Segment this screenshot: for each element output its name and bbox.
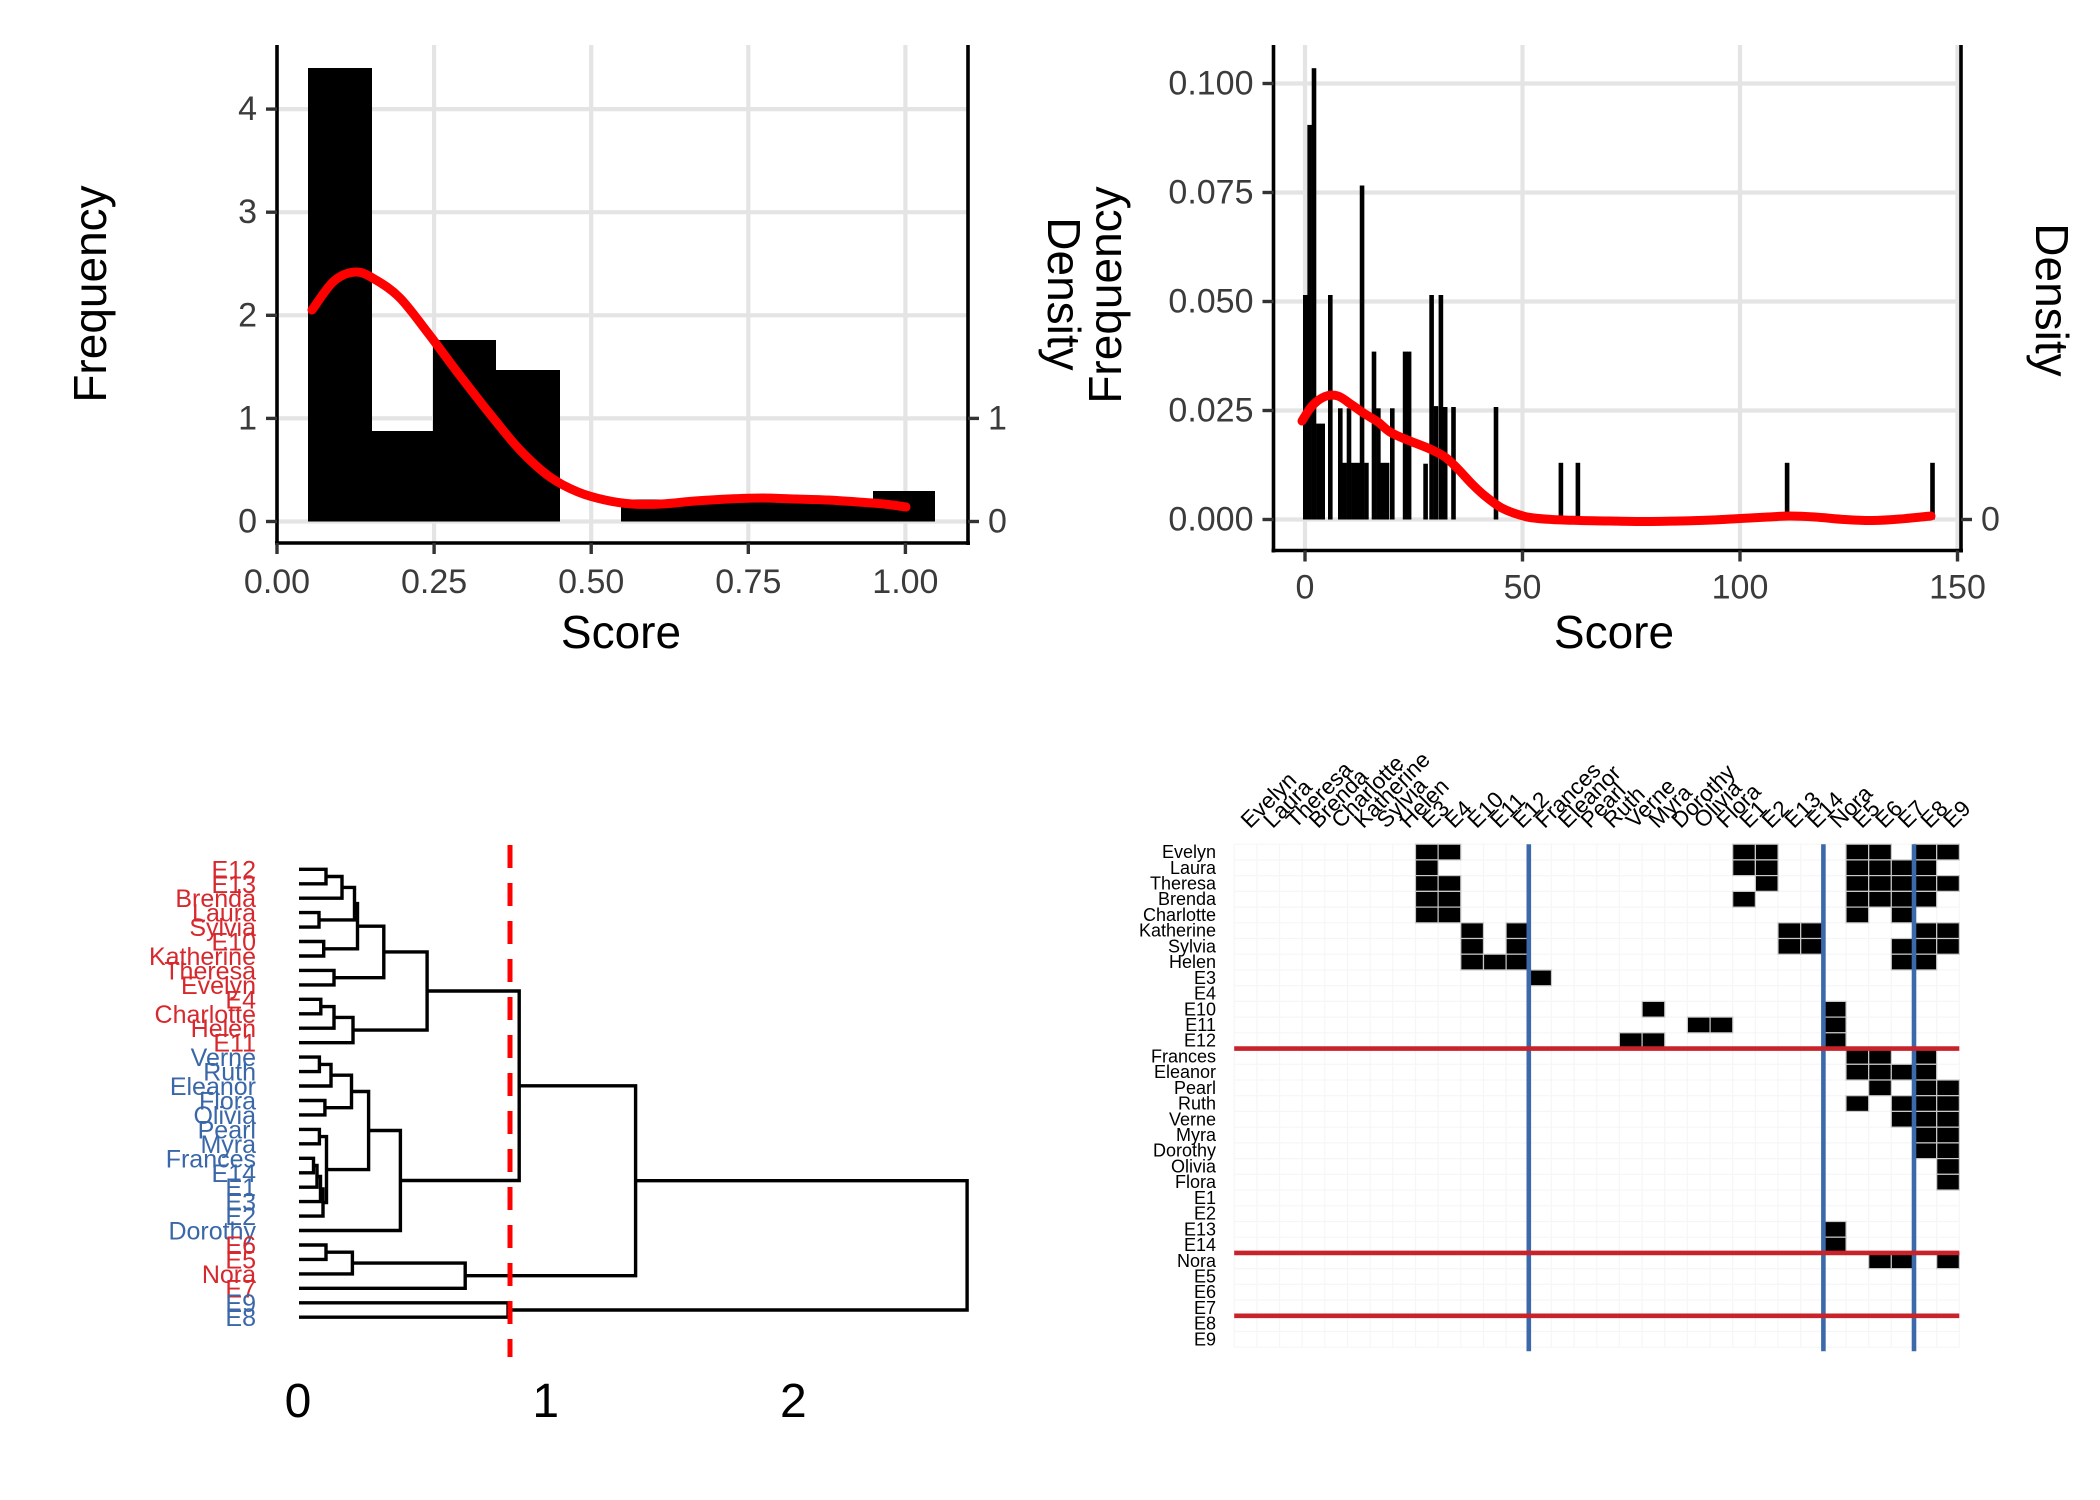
svg-text:Eleanor: Eleanor bbox=[1154, 1062, 1216, 1082]
svg-text:Density: Density bbox=[2026, 223, 2078, 376]
svg-text:Frances: Frances bbox=[166, 1145, 256, 1173]
svg-text:Verne: Verne bbox=[191, 1044, 256, 1072]
svg-text:Olivia: Olivia bbox=[1171, 1157, 1217, 1177]
svg-text:0.000: 0.000 bbox=[1168, 501, 1253, 539]
svg-text:Theresa: Theresa bbox=[164, 957, 256, 985]
svg-text:Olivia: Olivia bbox=[193, 1102, 256, 1130]
svg-text:Ruth: Ruth bbox=[203, 1059, 256, 1087]
svg-text:E10: E10 bbox=[1184, 999, 1216, 1019]
svg-text:100: 100 bbox=[1712, 569, 1769, 607]
svg-text:Katherine: Katherine bbox=[149, 943, 256, 971]
svg-text:E11: E11 bbox=[1185, 1015, 1216, 1035]
svg-text:Frances: Frances bbox=[1151, 1046, 1216, 1066]
svg-text:Verne: Verne bbox=[1169, 1109, 1216, 1129]
svg-text:Nora: Nora bbox=[1177, 1251, 1217, 1271]
svg-text:0: 0 bbox=[988, 503, 1007, 541]
svg-text:Dorothy: Dorothy bbox=[168, 1218, 256, 1246]
svg-text:1: 1 bbox=[988, 399, 1007, 437]
svg-text:0.00: 0.00 bbox=[244, 563, 310, 601]
svg-text:E1: E1 bbox=[225, 1174, 256, 1202]
svg-text:Evelyn: Evelyn bbox=[181, 972, 256, 1000]
svg-text:E6: E6 bbox=[225, 1232, 256, 1260]
svg-text:E6: E6 bbox=[1194, 1282, 1216, 1302]
svg-text:E8: E8 bbox=[225, 1304, 256, 1332]
svg-text:E2: E2 bbox=[225, 1203, 256, 1231]
svg-text:E7: E7 bbox=[1194, 1298, 1216, 1318]
svg-text:E8: E8 bbox=[1194, 1314, 1216, 1334]
svg-text:Charlotte: Charlotte bbox=[155, 1001, 256, 1029]
svg-text:E7: E7 bbox=[225, 1275, 256, 1303]
svg-text:E4: E4 bbox=[1194, 984, 1216, 1004]
svg-text:Theresa: Theresa bbox=[1150, 874, 1217, 894]
svg-text:0.75: 0.75 bbox=[715, 563, 781, 601]
svg-text:Ruth: Ruth bbox=[1178, 1094, 1216, 1114]
svg-text:E9: E9 bbox=[225, 1290, 256, 1318]
svg-text:E5: E5 bbox=[1194, 1267, 1216, 1287]
svg-text:Pearl: Pearl bbox=[1174, 1078, 1216, 1098]
svg-text:Score: Score bbox=[1554, 606, 1674, 658]
svg-text:E12: E12 bbox=[1184, 1031, 1216, 1051]
svg-text:0: 0 bbox=[1296, 569, 1315, 607]
svg-text:Dorothy: Dorothy bbox=[1153, 1141, 1216, 1161]
svg-text:Frequency: Frequency bbox=[1079, 186, 1131, 403]
svg-text:0.050: 0.050 bbox=[1168, 283, 1253, 321]
svg-text:E4: E4 bbox=[225, 986, 256, 1014]
svg-text:Pearl: Pearl bbox=[198, 1116, 256, 1144]
svg-text:Myra: Myra bbox=[200, 1131, 256, 1159]
svg-text:0.025: 0.025 bbox=[1168, 392, 1253, 430]
svg-text:4: 4 bbox=[238, 90, 257, 128]
svg-text:Brenda: Brenda bbox=[1158, 889, 1217, 909]
svg-text:Myra: Myra bbox=[1176, 1125, 1217, 1145]
svg-text:E5: E5 bbox=[225, 1246, 256, 1274]
svg-text:50: 50 bbox=[1504, 569, 1542, 607]
svg-text:150: 150 bbox=[1929, 569, 1986, 607]
svg-text:Sylvia: Sylvia bbox=[1168, 936, 1217, 956]
svg-text:E3: E3 bbox=[1194, 968, 1216, 988]
svg-text:E9: E9 bbox=[1194, 1329, 1216, 1349]
svg-text:Helen: Helen bbox=[191, 1015, 256, 1043]
svg-text:Sylvia: Sylvia bbox=[189, 914, 256, 942]
svg-text:Density: Density bbox=[1038, 217, 1090, 370]
svg-text:0: 0 bbox=[285, 1375, 312, 1428]
svg-text:Brenda: Brenda bbox=[175, 885, 256, 913]
svg-text:E14: E14 bbox=[1184, 1235, 1216, 1255]
svg-text:Flora: Flora bbox=[199, 1088, 256, 1116]
svg-text:E11: E11 bbox=[213, 1030, 256, 1058]
svg-text:Katherine: Katherine bbox=[1139, 921, 1216, 941]
svg-text:Nora: Nora bbox=[202, 1261, 256, 1289]
svg-text:0.25: 0.25 bbox=[401, 563, 467, 601]
svg-text:2: 2 bbox=[238, 296, 257, 334]
svg-text:0: 0 bbox=[238, 503, 257, 541]
svg-text:3: 3 bbox=[238, 193, 257, 231]
svg-text:E10: E10 bbox=[212, 929, 256, 957]
svg-text:E14: E14 bbox=[212, 1160, 257, 1188]
svg-text:2: 2 bbox=[780, 1375, 807, 1428]
svg-text:Evelyn: Evelyn bbox=[1162, 842, 1216, 862]
svg-text:Frequency: Frequency bbox=[64, 185, 116, 402]
svg-text:1: 1 bbox=[532, 1375, 559, 1428]
svg-text:E13: E13 bbox=[1184, 1219, 1216, 1239]
svg-text:Laura: Laura bbox=[192, 900, 256, 928]
svg-text:E12: E12 bbox=[212, 856, 256, 884]
svg-text:0.100: 0.100 bbox=[1168, 65, 1253, 103]
svg-text:0.075: 0.075 bbox=[1168, 174, 1253, 212]
svg-text:E2: E2 bbox=[1194, 1204, 1216, 1224]
svg-text:Score: Score bbox=[561, 606, 681, 658]
svg-text:Laura: Laura bbox=[1170, 858, 1217, 878]
svg-text:E1: E1 bbox=[1194, 1188, 1216, 1208]
svg-text:E3: E3 bbox=[225, 1189, 256, 1217]
svg-text:Helen: Helen bbox=[1169, 952, 1216, 972]
svg-text:Flora: Flora bbox=[1175, 1172, 1217, 1192]
svg-text:Charlotte: Charlotte bbox=[1143, 905, 1216, 925]
svg-text:1.00: 1.00 bbox=[872, 563, 938, 601]
svg-text:0.50: 0.50 bbox=[558, 563, 624, 601]
svg-text:1: 1 bbox=[238, 399, 257, 437]
svg-text:Eleanor: Eleanor bbox=[170, 1073, 256, 1101]
svg-text:0: 0 bbox=[1981, 501, 2000, 539]
svg-text:E13: E13 bbox=[212, 871, 256, 899]
